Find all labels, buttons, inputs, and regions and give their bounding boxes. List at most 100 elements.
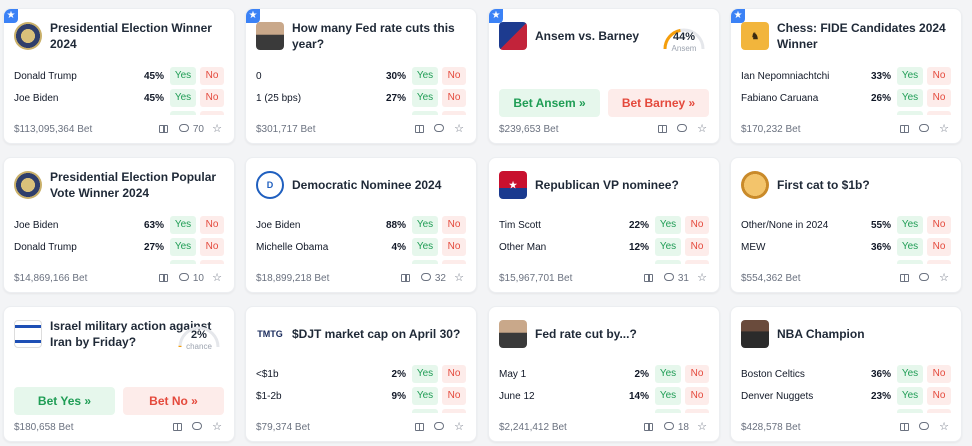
no-button[interactable]: No [200,89,224,107]
yes-button[interactable]: Yes [655,238,681,256]
no-button[interactable]: No [927,111,951,115]
market-card[interactable]: NBA Champion Boston Celtics 36% Yes No D… [730,306,962,442]
yes-button[interactable]: Yes [897,111,923,115]
yes-button[interactable]: Yes [412,89,438,107]
watchlist-star-icon[interactable]: ☆ [697,272,707,284]
yes-button[interactable]: Yes [412,365,438,383]
market-title[interactable]: How many Fed rate cuts this year? [292,21,455,51]
no-button[interactable]: No [685,387,709,405]
market-card[interactable]: First cat to $1b? Other/None in 2024 55%… [730,157,962,293]
comment-icon[interactable] [177,271,191,285]
yes-button[interactable]: Yes [655,409,681,413]
watchlist-star-icon[interactable]: ☆ [697,123,707,135]
watchlist-star-icon[interactable]: ☆ [454,123,464,135]
yes-button[interactable]: Yes [897,365,923,383]
no-button[interactable]: No [200,67,224,85]
watchlist-star-icon[interactable]: ☆ [212,123,222,135]
bet-yes-button[interactable]: Bet Ansem » [499,89,600,117]
yes-button[interactable]: Yes [412,260,438,264]
watchlist-star-icon[interactable]: ☆ [212,272,222,284]
yes-button[interactable]: Yes [412,409,438,413]
comment-icon[interactable] [917,271,931,285]
yes-button[interactable]: Yes [897,67,923,85]
no-button[interactable]: No [927,89,951,107]
comment-icon[interactable] [662,420,676,434]
market-card[interactable]: Fed rate cut by...? May 1 2% Yes No June… [488,306,720,442]
watchlist-star-icon[interactable]: ☆ [697,421,707,433]
watchlist-star-icon[interactable]: ☆ [212,421,222,433]
comment-icon[interactable] [432,122,446,136]
gift-icon[interactable] [157,271,171,285]
yes-button[interactable]: Yes [412,67,438,85]
yes-button[interactable]: Yes [655,216,681,234]
watchlist-star-icon[interactable]: ☆ [939,421,949,433]
gift-icon[interactable] [897,420,911,434]
no-button[interactable]: No [200,111,224,115]
yes-button[interactable]: Yes [897,387,923,405]
comment-icon[interactable] [917,122,931,136]
no-button[interactable]: No [200,238,224,256]
bet-no-button[interactable]: Bet No » [123,387,224,415]
yes-button[interactable]: Yes [655,365,681,383]
no-button[interactable]: No [200,260,224,264]
watchlist-star-icon[interactable]: ☆ [939,272,949,284]
no-button[interactable]: No [200,216,224,234]
comment-icon[interactable] [190,420,204,434]
watchlist-star-icon[interactable]: ☆ [939,123,949,135]
yes-button[interactable]: Yes [412,238,438,256]
market-title[interactable]: Presidential Election Winner 2024 [50,21,212,51]
market-title[interactable]: Fed rate cut by...? [535,327,637,341]
no-button[interactable]: No [927,67,951,85]
comment-icon[interactable] [419,271,433,285]
market-title[interactable]: Presidential Election Popular Vote Winne… [50,170,217,200]
gift-icon[interactable] [642,420,656,434]
market-card[interactable]: ★ Republican VP nominee? Tim Scott 22% Y… [488,157,720,293]
bet-no-button[interactable]: Bet Barney » [608,89,709,117]
gift-icon[interactable] [655,122,669,136]
no-button[interactable]: No [685,409,709,413]
market-title[interactable]: Ansem vs. Barney [535,29,640,43]
comment-icon[interactable] [432,420,446,434]
yes-button[interactable]: Yes [897,216,923,234]
gift-icon[interactable] [412,122,426,136]
yes-button[interactable]: Yes [170,216,196,234]
yes-button[interactable]: Yes [412,216,438,234]
gift-icon[interactable] [170,420,184,434]
yes-button[interactable]: Yes [170,89,196,107]
gift-icon[interactable] [399,271,413,285]
yes-button[interactable]: Yes [170,67,196,85]
no-button[interactable]: No [685,238,709,256]
yes-button[interactable]: Yes [170,260,196,264]
gift-icon[interactable] [642,271,656,285]
gift-icon[interactable] [157,122,171,136]
gift-icon[interactable] [412,420,426,434]
market-card[interactable]: ★ How many Fed rate cuts this year? 0 30… [245,8,477,144]
yes-button[interactable]: Yes [412,387,438,405]
no-button[interactable]: No [927,260,951,264]
comment-icon[interactable] [675,122,689,136]
market-card[interactable]: ★ Ansem vs. Barney 44% Ansem Bet Ansem »… [488,8,720,144]
no-button[interactable]: No [442,260,466,264]
yes-button[interactable]: Yes [897,409,923,413]
yes-button[interactable]: Yes [170,238,196,256]
no-button[interactable]: No [927,387,951,405]
market-title[interactable]: Democratic Nominee 2024 [292,178,442,192]
market-card[interactable]: Presidential Election Popular Vote Winne… [3,157,235,293]
watchlist-star-icon[interactable]: ☆ [454,421,464,433]
comment-icon[interactable] [177,122,191,136]
market-title[interactable]: Israel military action against Iran by F… [50,319,212,349]
market-card[interactable]: ★ ♞ Chess: FIDE Candidates 2024 Winner I… [730,8,962,144]
no-button[interactable]: No [685,365,709,383]
no-button[interactable]: No [442,409,466,413]
market-card[interactable]: D Democratic Nominee 2024 Joe Biden 88% … [245,157,477,293]
yes-button[interactable]: Yes [897,260,923,264]
yes-button[interactable]: Yes [655,387,681,405]
no-button[interactable]: No [442,89,466,107]
no-button[interactable]: No [927,238,951,256]
watchlist-star-icon[interactable]: ☆ [454,272,464,284]
market-title[interactable]: Republican VP nominee? [535,178,679,192]
market-title[interactable]: $DJT market cap on April 30? [292,327,461,341]
no-button[interactable]: No [442,238,466,256]
market-title[interactable]: NBA Champion [777,327,865,341]
yes-button[interactable]: Yes [897,89,923,107]
